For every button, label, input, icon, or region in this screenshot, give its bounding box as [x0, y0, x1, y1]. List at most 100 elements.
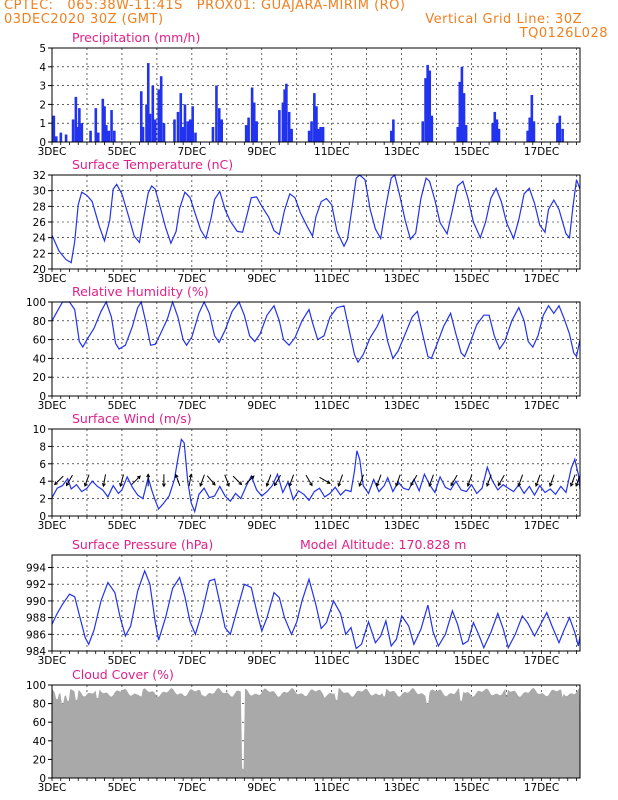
precip-bar — [255, 121, 258, 142]
header-grid-line-note: Vertical Grid Line: 30Z — [425, 12, 582, 27]
wind-arrowhead — [146, 473, 151, 478]
wind-arrow — [199, 474, 205, 487]
precip-bar — [80, 123, 84, 142]
precip-bar — [75, 126, 79, 142]
x-tick-label: 11DEC — [314, 782, 349, 794]
y-tick-label: 2 — [39, 99, 46, 111]
precip-bar — [421, 121, 425, 142]
x-tick-label: 3DEC — [38, 273, 67, 285]
y-tick-label: 40 — [33, 736, 46, 748]
x-tick-label: 15DEC — [454, 273, 489, 285]
wind-arrowhead — [54, 481, 58, 486]
precip-bar — [462, 93, 466, 142]
y-tick-label: 990 — [26, 596, 46, 608]
precip-bar — [497, 128, 501, 142]
x-tick-label: 11DEC — [314, 655, 349, 667]
x-tick-label: 11DEC — [314, 520, 349, 532]
x-tick-label: 3DEC — [38, 782, 67, 794]
x-tick-label: 7DEC — [178, 655, 207, 667]
precip-bar — [78, 108, 81, 142]
wind-arrowhead — [199, 482, 204, 487]
precip-bar — [162, 123, 166, 142]
model-altitude: Model Altitude: 170.828 m — [300, 537, 466, 552]
precip-bar — [211, 126, 215, 142]
wind-arrowhead — [265, 482, 270, 487]
x-tick-label: 17DEC — [524, 400, 559, 412]
y-tick-label: 986 — [26, 629, 46, 641]
precip-bar — [220, 119, 223, 142]
wind-arrow — [102, 474, 106, 487]
x-tick-label: 5DEC — [108, 655, 137, 667]
precip-bar — [252, 102, 256, 142]
x-tick-label: 13DEC — [384, 520, 419, 532]
y-tick-label: 32 — [33, 170, 46, 182]
y-tick-label: 994 — [26, 563, 46, 575]
series-line — [51, 173, 581, 264]
panel-5: 984 986 988 990 992 994 3DEC 5DEC 7DEC 9DEC 11DEC 1… — [26, 537, 581, 667]
wind-arrow — [266, 474, 272, 487]
y-tick-label: 2 — [39, 494, 46, 506]
wind-arrow — [376, 474, 382, 487]
wind-arrowhead — [309, 482, 313, 487]
y-tick-label: 30 — [33, 186, 46, 198]
precip-bar — [464, 125, 468, 142]
wind-arrowhead — [274, 482, 278, 487]
precip-bar — [561, 128, 564, 142]
x-tick-label: 11DEC — [314, 146, 349, 158]
y-tick-label: 0 — [39, 137, 46, 149]
y-tick-label: 24 — [33, 233, 47, 245]
panel-frame — [51, 684, 581, 779]
y-tick-label: 10 — [33, 424, 46, 436]
wind-arrowhead — [238, 481, 243, 486]
x-tick-label: 9DEC — [247, 146, 276, 158]
precip-bar — [173, 119, 176, 142]
panel-frame — [51, 301, 581, 397]
y-tick-label: 984 — [26, 646, 46, 658]
y-tick-label: 992 — [26, 579, 46, 591]
precip-bar — [113, 130, 116, 142]
precip-bar — [392, 119, 395, 142]
y-tick-label: 8 — [39, 441, 46, 453]
wind-arrowhead — [428, 482, 433, 487]
wind-arrowhead — [548, 482, 553, 487]
precip-bar — [528, 117, 532, 142]
precip-bar — [104, 125, 108, 142]
y-tick-label: 100 — [26, 680, 46, 692]
wind-arrowhead — [250, 475, 255, 480]
precip-bar — [139, 91, 143, 142]
wind-arrow — [131, 475, 141, 485]
x-tick-label: 7DEC — [178, 520, 207, 532]
precip-bar — [428, 70, 432, 142]
y-tick-label: 0 — [39, 511, 46, 523]
y-tick-label: 100 — [26, 297, 46, 309]
panel-title: Relative Humidity (%) — [72, 284, 209, 299]
wind-arrowhead — [161, 483, 166, 488]
wind-arrow — [289, 474, 295, 487]
precip-bar — [426, 64, 429, 142]
precip-bar — [191, 106, 194, 142]
panel-frame — [51, 174, 581, 270]
precip-bar — [247, 117, 250, 142]
wind-arrow — [410, 474, 418, 486]
y-tick-label: 20 — [33, 754, 46, 766]
precip-bar — [281, 102, 285, 142]
x-tick-label: 7DEC — [178, 400, 207, 412]
x-tick-label: 5DEC — [108, 146, 137, 158]
wind-arrow — [305, 474, 313, 486]
precip-bar — [74, 96, 78, 142]
wind-arrowhead — [211, 481, 216, 486]
y-tick-label: 0 — [39, 391, 46, 403]
wind-arrowhead — [83, 482, 88, 487]
precip-bar — [315, 106, 318, 142]
x-tick-label: 5DEC — [108, 273, 137, 285]
precip-bar — [89, 130, 92, 142]
x-tick-label: 15DEC — [454, 655, 489, 667]
x-tick-label: 3DEC — [38, 146, 67, 158]
precip-bar — [188, 119, 192, 142]
panel-4: 0 2 4 6 8 10 3DEC 5DEC 7DEC 9DEC 11DEC 13DEC 15DEC 17… — [33, 411, 581, 532]
precip-bar — [179, 93, 183, 142]
precip-bar — [52, 115, 56, 142]
wind-arrow — [518, 474, 524, 487]
wind-arrowhead — [497, 482, 502, 487]
wind-arrow — [84, 474, 90, 487]
